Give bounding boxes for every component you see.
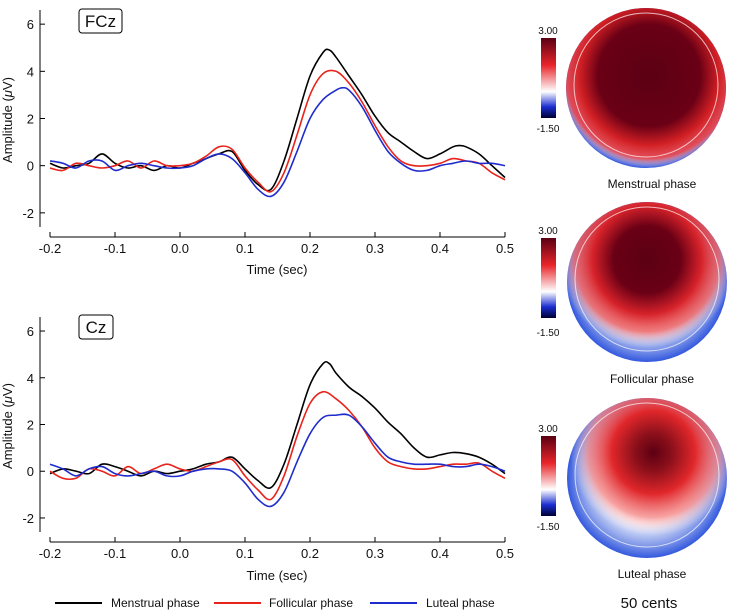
legend-label-luteal: Luteal phase xyxy=(426,596,495,610)
panel-label-box xyxy=(78,8,123,34)
y-tick-label: 4 xyxy=(27,64,34,79)
y-tick-label: 6 xyxy=(27,17,34,32)
activation-region xyxy=(566,8,726,168)
series-line-follicular-phase xyxy=(49,69,506,193)
x-ticks: -0.2 -0.1 0.0 0.1 0.2 0.3 0.4 0.5 xyxy=(39,232,514,256)
topomap-follicular: 3.00 -1.50 Follicular phase xyxy=(537,202,727,386)
x-axis-label: Time (sec) xyxy=(247,568,308,583)
x-tick-label: -0.2 xyxy=(39,546,61,561)
x-tick-label: 0.2 xyxy=(301,546,319,561)
legend: Menstrual phase Follicular phase Luteal … xyxy=(55,595,677,612)
x-tick-label: 0.2 xyxy=(301,241,319,256)
topomap-label: Luteal phase xyxy=(618,567,687,581)
legend-label-follicular: Follicular phase xyxy=(269,596,353,610)
activation-region xyxy=(567,202,727,362)
colorbar xyxy=(541,238,556,318)
topomap-label: Follicular phase xyxy=(610,372,694,386)
x-tick-label: 0.3 xyxy=(366,241,384,256)
colorbar-min-label: -1.50 xyxy=(537,328,560,339)
y-tick-label: 2 xyxy=(27,418,34,433)
panel-label: FCz xyxy=(85,12,116,31)
head-outline xyxy=(574,402,720,548)
colorbar-max-label: 3.00 xyxy=(538,26,558,37)
x-tick-label: 0.1 xyxy=(236,241,254,256)
panel-label-box xyxy=(78,314,114,340)
head-outline xyxy=(573,12,719,158)
x-tick-label: 0.4 xyxy=(431,241,449,256)
x-tick-label: 0.1 xyxy=(236,546,254,561)
x-tick-label: 0.5 xyxy=(496,546,514,561)
series-line-menstrual-phase xyxy=(49,360,506,489)
legend-label-menstrual: Menstrual phase xyxy=(111,596,200,610)
scale-note: 50 cents xyxy=(621,595,678,612)
y-tick-label: -2 xyxy=(22,206,34,221)
series-line-menstrual-phase xyxy=(49,48,506,192)
series-group xyxy=(49,48,506,198)
x-tick-label: 0.4 xyxy=(431,546,449,561)
x-tick-label: 0.3 xyxy=(366,546,384,561)
colorbar-max-label: 3.00 xyxy=(538,226,558,237)
series-line-luteal-phase xyxy=(49,413,506,508)
series-line-luteal-phase xyxy=(49,86,506,198)
topomap-luteal: 3.00 -1.50 Luteal phase xyxy=(537,398,727,581)
x-axis-label: Time (sec) xyxy=(247,262,308,277)
y-tick-label: 0 xyxy=(27,464,34,479)
panel-label: Cz xyxy=(86,318,107,337)
y-tick-label: 6 xyxy=(27,324,34,339)
x-tick-label: -0.1 xyxy=(104,546,126,561)
topomap-menstrual: 3.00 -1.50 Menstrual phase xyxy=(537,8,726,191)
y-axis-label: Amplitude (μV) xyxy=(0,77,15,163)
y-ticks: -2 0 2 4 6 xyxy=(22,17,45,221)
colorbar xyxy=(541,38,556,118)
topomap-label: Menstrual phase xyxy=(608,177,697,191)
activation-region xyxy=(567,398,727,558)
head-outline xyxy=(574,206,720,352)
x-tick-label: 0.5 xyxy=(496,241,514,256)
y-tick-label: 0 xyxy=(27,159,34,174)
y-ticks: -2 0 2 4 6 xyxy=(22,324,45,526)
x-tick-label: -0.2 xyxy=(39,241,61,256)
x-tick-label: 0.0 xyxy=(171,241,189,256)
chart-panel-fcz: -2 0 2 4 6 -0.2 -0.1 0.0 0.1 0.2 0.3 0.4 0.5 FCz Ti… xyxy=(0,8,514,277)
y-tick-label: 4 xyxy=(27,371,34,386)
colorbar-min-label: -1.50 xyxy=(537,522,560,533)
y-axis-label: Amplitude (μV) xyxy=(0,383,15,469)
colorbar xyxy=(541,436,556,516)
x-tick-label: -0.1 xyxy=(104,241,126,256)
chart-panel-cz: -2 0 2 4 6 -0.2 -0.1 0.0 0.1 0.2 0.3 0.4 0.5 Cz Tim… xyxy=(0,314,514,583)
series-line-follicular-phase xyxy=(49,390,506,501)
series-group xyxy=(49,360,506,508)
x-tick-label: 0.0 xyxy=(171,546,189,561)
y-tick-label: 2 xyxy=(27,112,34,127)
y-tick-label: -2 xyxy=(22,511,34,526)
colorbar-max-label: 3.00 xyxy=(538,424,558,435)
colorbar-min-label: -1.50 xyxy=(537,124,560,135)
x-ticks: -0.2 -0.1 0.0 0.1 0.2 0.3 0.4 0.5 xyxy=(39,537,514,561)
